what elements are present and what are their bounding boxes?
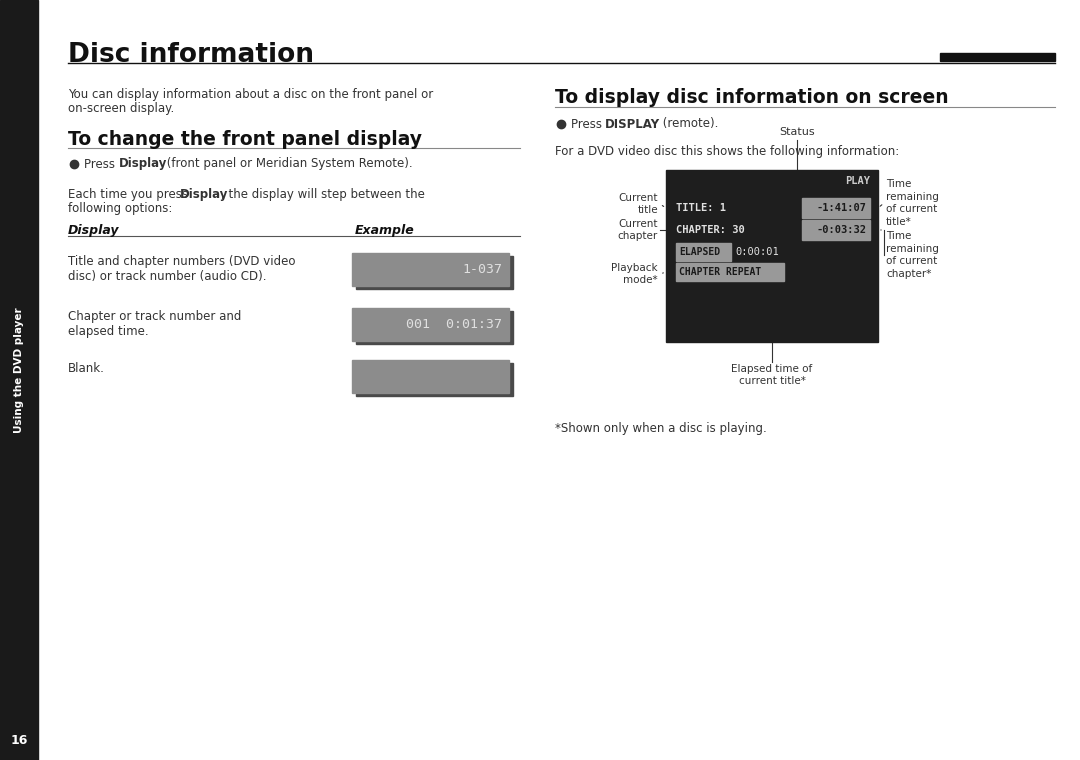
Text: Current
chapter: Current chapter [618, 219, 658, 241]
Text: To display disc information on screen: To display disc information on screen [555, 88, 948, 107]
Text: Blank.: Blank. [68, 362, 105, 375]
Text: CHAPTER REPEAT: CHAPTER REPEAT [679, 267, 761, 277]
Text: ELAPSED: ELAPSED [679, 247, 720, 257]
Text: DISPLAY: DISPLAY [605, 118, 660, 131]
Text: , the display will step between the: , the display will step between the [221, 188, 424, 201]
Text: Title and chapter numbers (DVD video: Title and chapter numbers (DVD video [68, 255, 296, 268]
Text: Press: Press [571, 118, 606, 131]
Text: Current
title: Current title [619, 193, 658, 215]
Text: (remote).: (remote). [659, 118, 718, 131]
Text: Time
remaining
of current
title*: Time remaining of current title* [886, 179, 939, 226]
Text: For a DVD video disc this shows the following information:: For a DVD video disc this shows the foll… [555, 145, 900, 158]
Text: CHAPTER: 30: CHAPTER: 30 [676, 225, 745, 235]
Bar [940, 53, 1055, 61]
Text: disc) or track number (audio CD).: disc) or track number (audio CD). [68, 270, 267, 283]
Text: on-screen display.: on-screen display. [68, 102, 174, 115]
Text: 001  0:01:37: 001 0:01:37 [406, 318, 502, 331]
Text: Chapter or track number and: Chapter or track number and [68, 310, 241, 323]
Bar [356, 311, 513, 344]
Bar [356, 363, 513, 396]
Text: 16: 16 [11, 733, 28, 746]
Text: Playback
mode*: Playback mode* [611, 263, 658, 285]
Text: To change the front panel display: To change the front panel display [68, 130, 422, 149]
Bar [352, 360, 509, 393]
Text: elapsed time.: elapsed time. [68, 325, 149, 338]
Bar [802, 220, 870, 240]
Text: -0:03:32: -0:03:32 [816, 225, 867, 235]
Bar [666, 170, 878, 342]
Text: Status: Status [780, 127, 815, 137]
Text: Using the DVD player: Using the DVD player [14, 307, 24, 432]
Text: Each time you press: Each time you press [68, 188, 192, 201]
Text: Disc information: Disc information [68, 42, 314, 68]
Text: Press: Press [84, 157, 119, 170]
Bar [352, 308, 509, 341]
Text: -1:41:07: -1:41:07 [816, 203, 867, 213]
Text: Display: Display [180, 188, 228, 201]
Text: (front panel or Meridian System Remote).: (front panel or Meridian System Remote). [163, 157, 413, 170]
Text: *Shown only when a disc is playing.: *Shown only when a disc is playing. [555, 422, 767, 435]
Text: 0:00:01: 0:00:01 [735, 247, 779, 257]
Text: following options:: following options: [68, 202, 173, 215]
Bar [676, 263, 784, 281]
Bar [676, 243, 731, 261]
Text: Time
remaining
of current
chapter*: Time remaining of current chapter* [886, 231, 939, 279]
Bar [352, 253, 509, 286]
Text: 1-037: 1-037 [462, 263, 502, 276]
Bar [356, 256, 513, 289]
Text: TITLE: 1: TITLE: 1 [676, 203, 726, 213]
Text: Display: Display [68, 224, 120, 237]
Text: Display: Display [119, 157, 167, 170]
Bar [0, 0, 38, 760]
Bar [802, 198, 870, 218]
Text: PLAY: PLAY [845, 176, 870, 186]
Text: You can display information about a disc on the front panel or: You can display information about a disc… [68, 88, 433, 101]
Text: Example: Example [355, 224, 415, 237]
Text: Elapsed time of
current title*: Elapsed time of current title* [731, 364, 812, 386]
